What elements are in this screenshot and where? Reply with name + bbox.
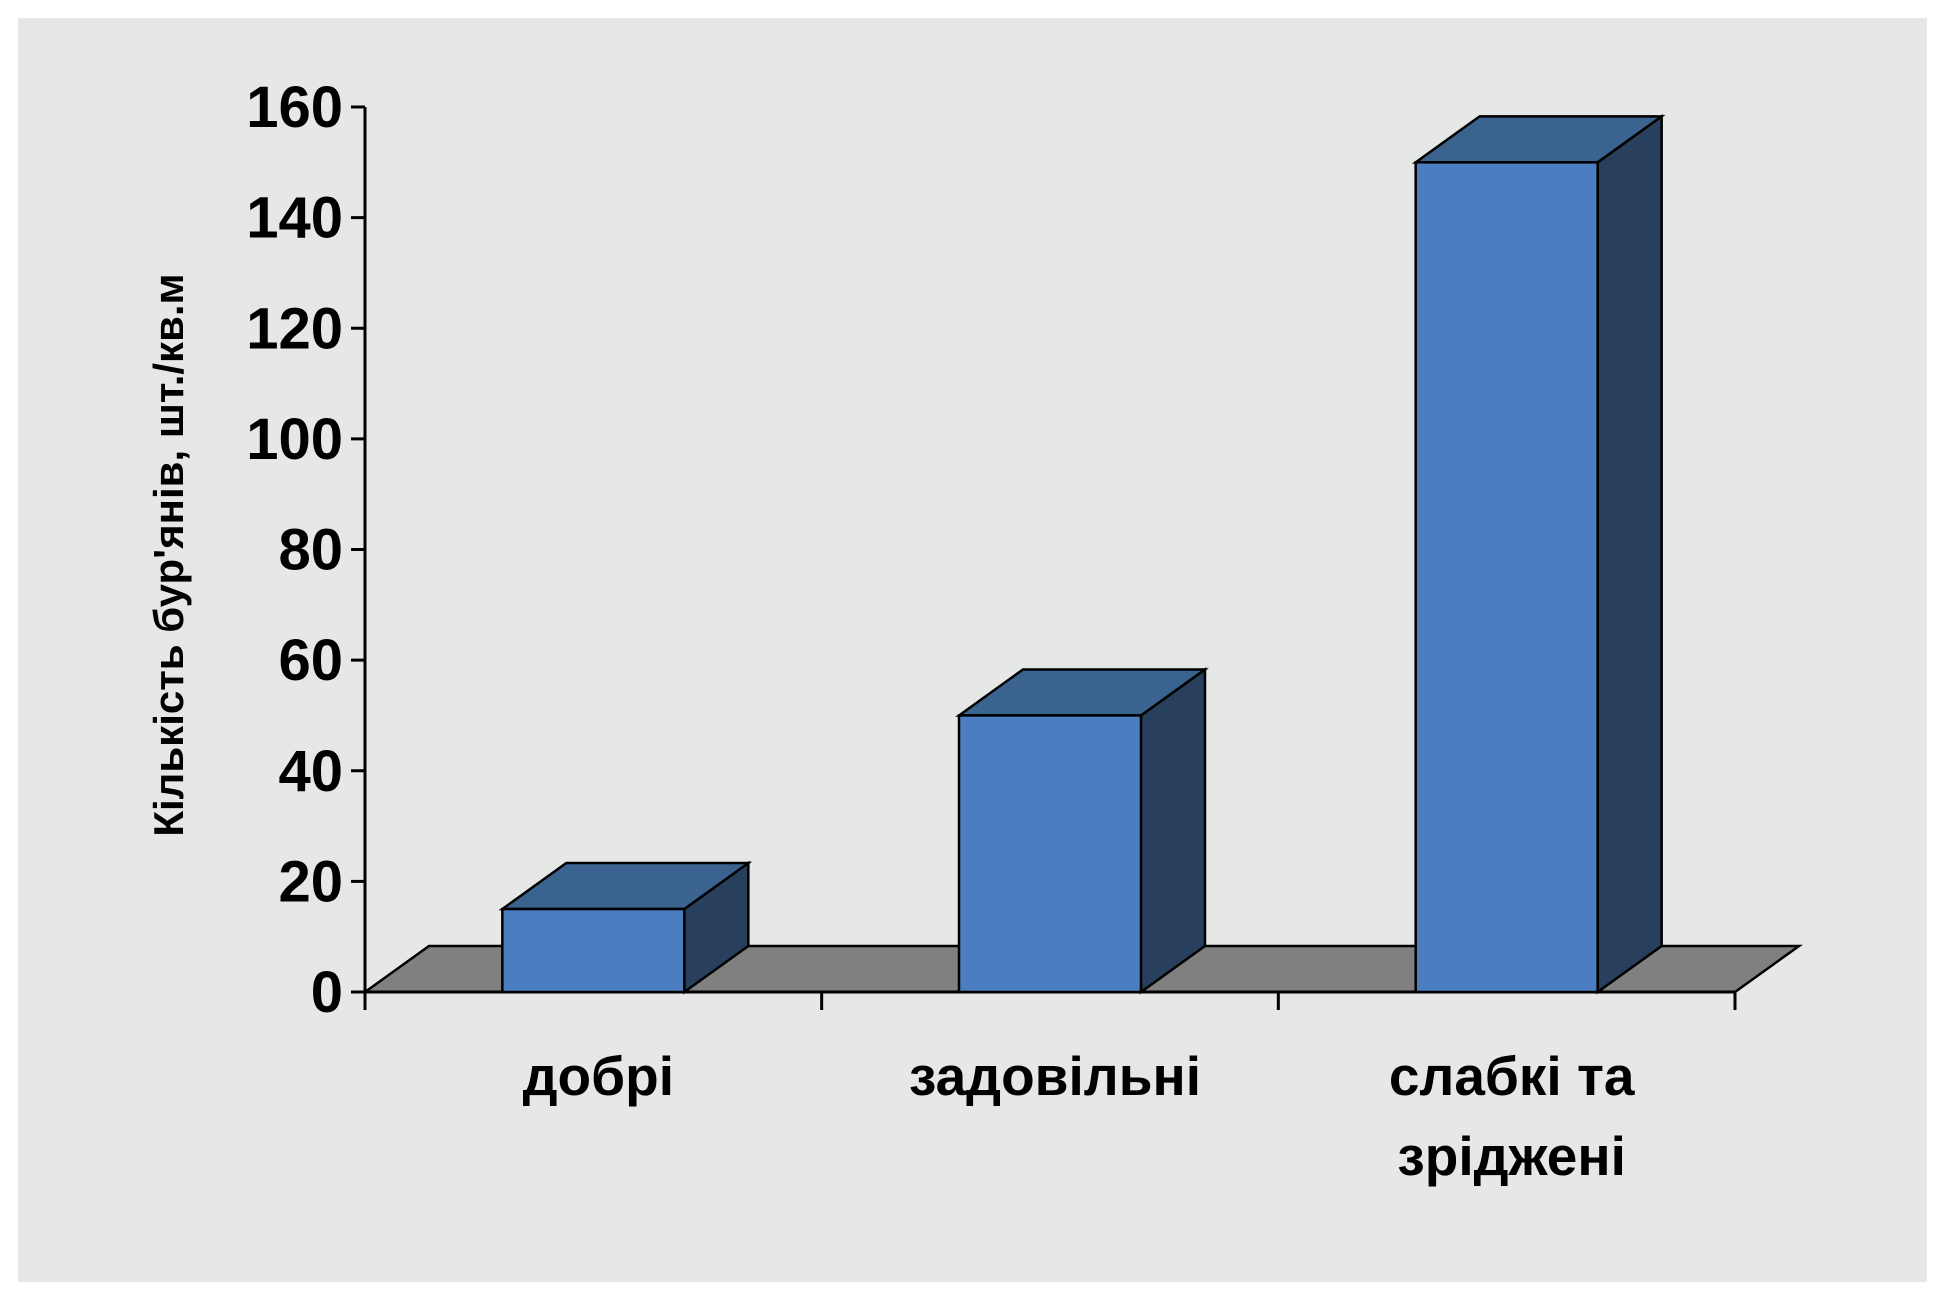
y-tick-label: 80: [278, 518, 343, 583]
y-tick-label: 100: [246, 407, 343, 472]
bar-side-face: [1596, 113, 1663, 995]
x-category-labels: добрі задовільні слабкі та зріджені: [523, 1045, 1635, 1187]
bar: [1411, 113, 1666, 995]
x-category-label-line: слабкі та: [1389, 1045, 1635, 1107]
bar-front-face: [1414, 161, 1599, 994]
x-category-label: слабкі та зріджені: [1389, 1045, 1635, 1187]
y-tick-label: 20: [278, 849, 343, 914]
bar: [498, 860, 753, 995]
x-category-label-line: добрі: [523, 1045, 674, 1107]
y-tick-label: 120: [246, 296, 343, 361]
x-category-label: задовільні: [909, 1045, 1201, 1107]
x-category-label-line: задовільні: [909, 1045, 1201, 1107]
y-axis-title: Кількість бур'янів, шт./кв.м: [145, 273, 192, 836]
bar-front-face: [501, 907, 686, 994]
y-tick-label: 160: [246, 75, 343, 140]
y-tick-label: 60: [278, 628, 343, 693]
y-tick-labels: 0 20 40 60 80 100 120 140 160: [246, 75, 343, 1025]
bar: [955, 666, 1209, 995]
y-tick-label: 40: [278, 739, 343, 804]
bars-layer: [498, 113, 1666, 995]
bar-front-face: [957, 714, 1143, 994]
x-category-label-line: зріджені: [1397, 1125, 1626, 1187]
y-tick-label: 140: [246, 186, 343, 251]
y-tick-label: 0: [311, 960, 343, 1025]
bar-side-face: [1139, 666, 1207, 995]
x-category-label: добрі: [523, 1045, 674, 1107]
